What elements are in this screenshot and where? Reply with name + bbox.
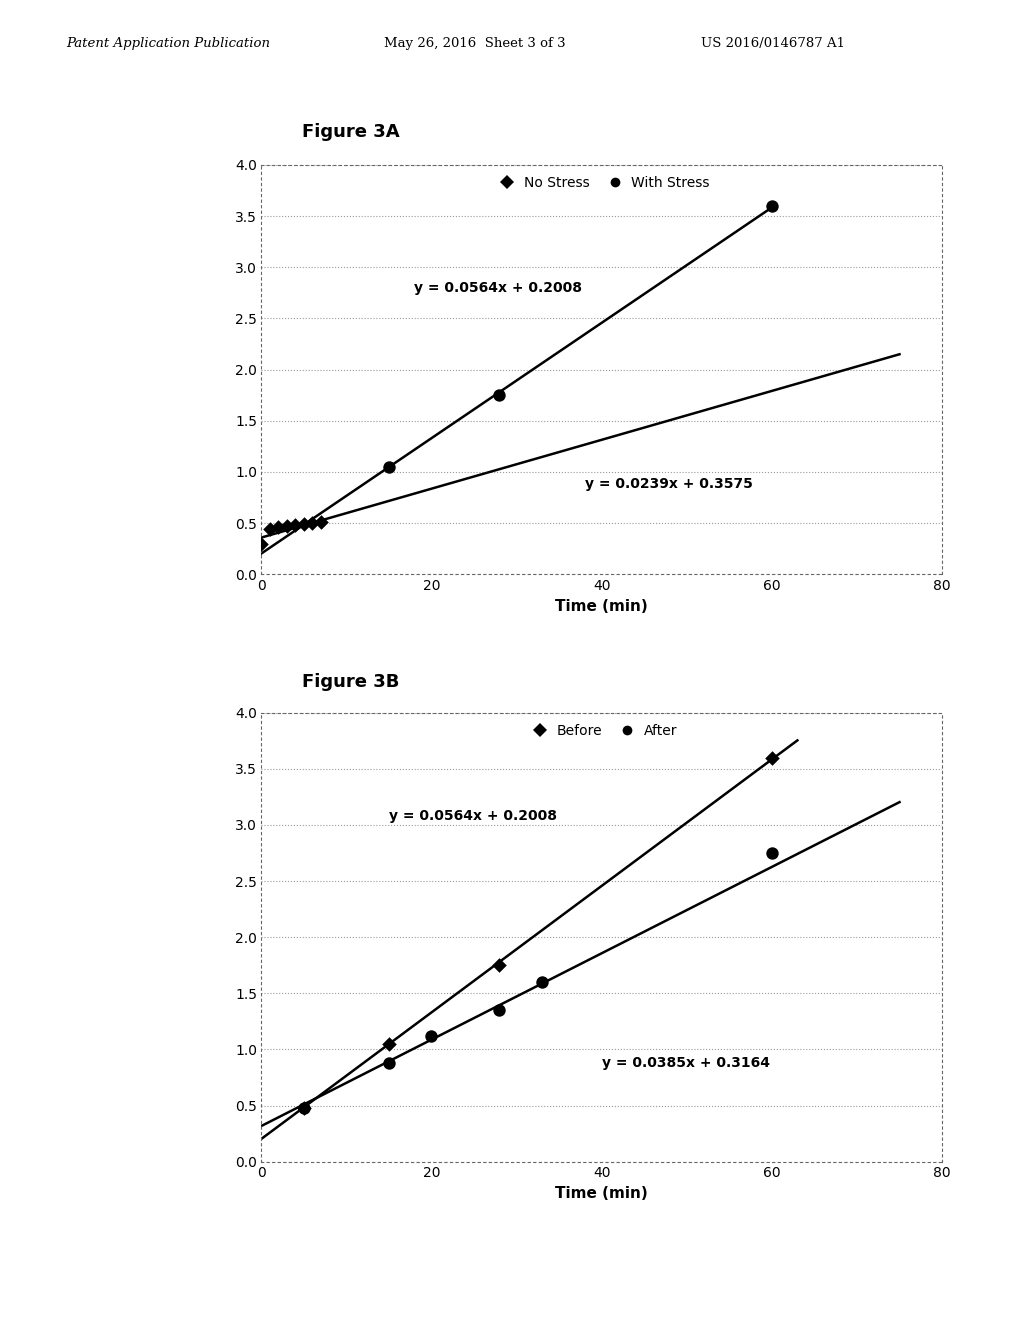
- Point: [423, 1026, 439, 1047]
- Point: [296, 513, 312, 535]
- Point: [764, 747, 780, 768]
- Text: Patent Application Publication: Patent Application Publication: [67, 37, 270, 50]
- Point: [381, 1052, 397, 1073]
- Point: [492, 999, 508, 1020]
- Point: [279, 516, 295, 537]
- Point: [534, 972, 550, 993]
- Point: [253, 533, 269, 554]
- Text: May 26, 2016  Sheet 3 of 3: May 26, 2016 Sheet 3 of 3: [384, 37, 565, 50]
- X-axis label: Time (min): Time (min): [555, 598, 648, 614]
- X-axis label: Time (min): Time (min): [555, 1185, 648, 1201]
- Point: [764, 195, 780, 216]
- Text: y = 0.0239x + 0.3575: y = 0.0239x + 0.3575: [585, 477, 753, 491]
- Point: [381, 457, 397, 478]
- Point: [492, 954, 508, 975]
- Text: y = 0.0564x + 0.2008: y = 0.0564x + 0.2008: [415, 281, 583, 294]
- Point: [270, 516, 287, 537]
- Point: [304, 512, 321, 533]
- Point: [381, 1034, 397, 1055]
- Point: [312, 511, 329, 532]
- Legend: No Stress, With Stress: No Stress, With Stress: [489, 172, 714, 194]
- Point: [261, 519, 278, 540]
- Point: [296, 1097, 312, 1118]
- Text: y = 0.0564x + 0.2008: y = 0.0564x + 0.2008: [389, 809, 557, 824]
- Text: Figure 3A: Figure 3A: [302, 123, 399, 141]
- Legend: Before, After: Before, After: [522, 719, 681, 742]
- Point: [287, 515, 303, 536]
- Text: Figure 3B: Figure 3B: [302, 673, 399, 692]
- Text: y = 0.0385x + 0.3164: y = 0.0385x + 0.3164: [602, 1056, 770, 1071]
- Point: [492, 384, 508, 405]
- Point: [296, 1097, 312, 1118]
- Text: US 2016/0146787 A1: US 2016/0146787 A1: [701, 37, 846, 50]
- Point: [764, 842, 780, 863]
